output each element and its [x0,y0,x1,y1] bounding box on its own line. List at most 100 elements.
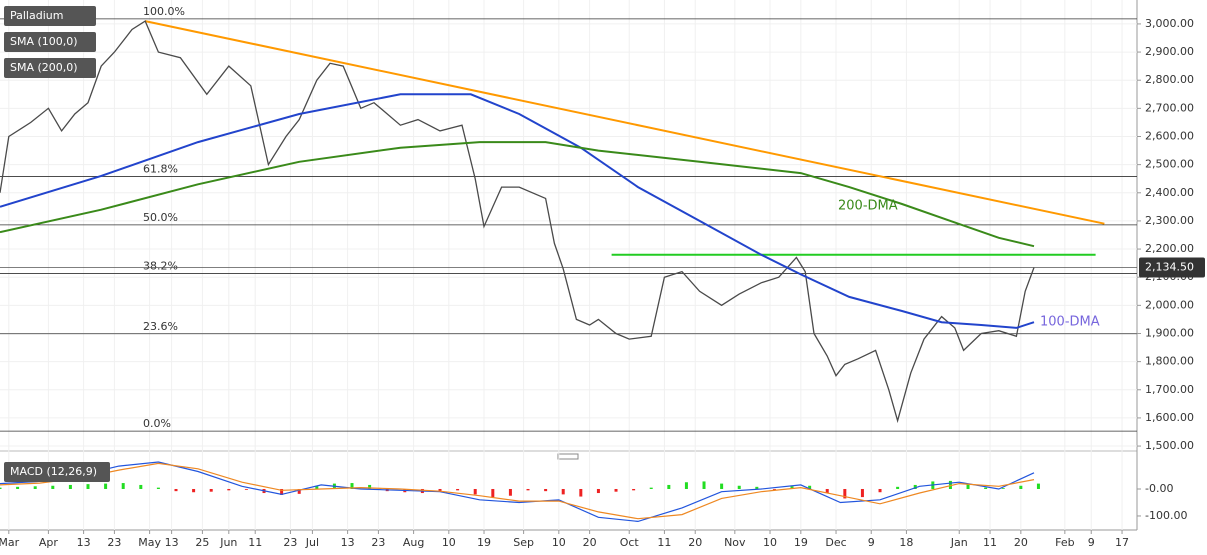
x-tick-label: 17 [1115,536,1129,549]
histogram-bar [104,483,108,489]
macd-title-text: MACD (12,26,9) [10,465,97,478]
y-tick-label: 2,400.00 [1145,186,1194,199]
x-tick-label: 25 [195,536,209,549]
legend-item-text: Palladium [10,9,63,22]
x-tick-label: 20 [688,536,702,549]
x-tick-label: Feb [1055,536,1074,549]
legend-item: SMA (200,0) [4,58,96,78]
histogram-bar [244,488,248,490]
histogram-bar [139,484,143,489]
histogram-bar [1001,488,1005,489]
x-tick-label: 11 [983,536,997,549]
histogram-bar [473,488,477,495]
x-tick-label: Jun [219,536,237,549]
histogram-bar [174,488,178,492]
legend-item-text: SMA (100,0) [10,35,78,48]
price-line [0,20,1035,424]
x-tick-label: Oct [620,536,640,549]
x-tick-label: 10 [552,536,566,549]
x-tick-label: Jan [950,536,968,549]
histogram-bar [755,486,759,489]
macd-title-box [4,462,110,482]
histogram-bar [1019,485,1023,489]
y-tick-label: 3,000.00 [1145,17,1194,30]
last-value-label: 2,134.50 [1139,257,1205,278]
histogram-bar [368,484,372,489]
histogram-bar [350,483,354,489]
histogram-bar [772,488,776,490]
fib-label: 50.0% [143,211,178,224]
histogram-bar [121,483,125,489]
histogram-bar [544,488,548,492]
x-tick-label: 11 [248,536,262,549]
histogram-bar [0,487,2,489]
x-tick-label: 18 [899,536,913,549]
x-tick-label: Jul [305,536,319,549]
y-tick-label: 1,500.00 [1145,439,1194,452]
histogram-bar [280,488,284,495]
fib-label: 61.8% [143,162,178,175]
x-tick-label: 11 [657,536,671,549]
x-tick-label: 23 [371,536,385,549]
y-tick-label: 2,800.00 [1145,73,1194,86]
x-tick-label: Mar [0,536,20,549]
histogram-bar [948,480,952,489]
x-tick-label: 20 [583,536,597,549]
trendline [144,20,1105,225]
legend-item-box [4,6,96,26]
histogram-bar [843,488,847,499]
x-tick-label: 13 [165,536,179,549]
x-tick-label: 19 [477,536,491,549]
histogram-bar [508,488,512,496]
histogram-bar [491,488,495,498]
x-tick-label: 10 [763,536,777,549]
x-tick-label: May [138,536,161,549]
histogram-bar [984,487,988,489]
fib-label: 0.0% [143,417,171,430]
legend-item-box [4,58,96,78]
x-tick-label: 23 [283,536,297,549]
annotation: 100-DMA [1040,315,1100,330]
histogram-bar [720,483,724,489]
histogram-bar [209,488,213,492]
x-tick-label: 9 [868,536,875,549]
histogram-bar [649,487,653,489]
histogram-bar [913,484,917,489]
legend-item: Palladium [4,6,96,26]
x-tick-label: Sep [513,536,534,549]
histogram-bar [878,488,882,493]
x-tick-label: Nov [724,536,746,549]
macd-title: MACD (12,26,9) [4,462,110,482]
legend-item-box [4,32,96,52]
x-tick-label: Apr [39,536,59,549]
x-tick-label: 9 [1088,536,1095,549]
histogram-bar [596,488,600,494]
histogram-bar [667,484,671,489]
histogram-bar [16,486,20,489]
macd-line [0,462,1035,520]
x-tick-label: 13 [341,536,355,549]
panel-handle[interactable] [557,453,579,460]
y-tick-label: -100.00 [1145,509,1187,522]
x-tick-label: 10 [442,536,456,549]
y-tick-label: 1,800.00 [1145,355,1194,368]
x-tick-label: Aug [403,536,424,549]
fib-label: 23.6% [143,320,178,333]
legend-item-text: SMA (200,0) [10,61,78,74]
histogram-bar [227,488,231,491]
sma-line [0,141,1035,248]
histogram-bar [896,486,900,489]
x-tick-label: 23 [107,536,121,549]
x-tick-label: 13 [77,536,91,549]
fib-label: 38.2% [143,260,178,273]
histogram-bar [966,483,970,489]
histogram-bar [33,486,37,489]
histogram-bar [86,484,90,489]
y-tick-label: 1,600.00 [1145,411,1194,424]
histogram-bar [860,488,864,498]
histogram-bar [156,487,160,489]
histogram-bar [737,485,741,489]
histogram-bar [632,488,636,491]
y-tick-label: 2,500.00 [1145,158,1194,171]
